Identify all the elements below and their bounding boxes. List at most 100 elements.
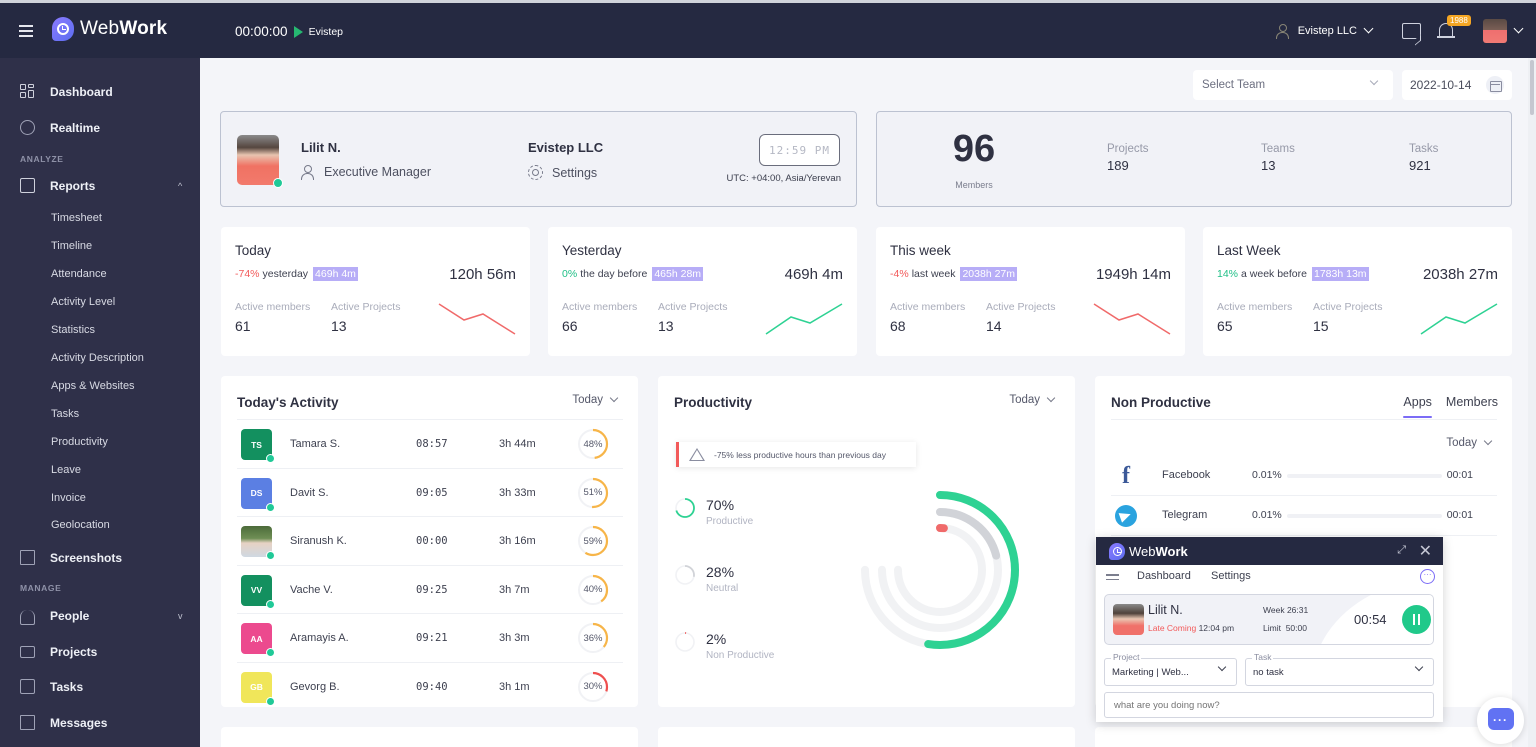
company-stats-card: 96 Members Projects 189 Teams 13 Tasks 9… — [876, 111, 1512, 207]
date-picker[interactable]: 2022-10-14 — [1402, 70, 1512, 100]
support-chat-button[interactable]: ··· — [1477, 697, 1524, 744]
sidebar-item-tasks[interactable]: Tasks — [0, 679, 200, 695]
chat-bubble-icon[interactable]: ··· — [1420, 569, 1435, 584]
duration: 3h 33m — [499, 486, 536, 499]
company-switcher[interactable]: Evistep LLC — [1275, 23, 1374, 39]
activity-row[interactable]: VV Vache V. 09:25 3h 7m 40% — [237, 564, 623, 613]
member-name[interactable]: Vache V. — [290, 583, 333, 596]
menu-toggle-icon[interactable] — [19, 25, 33, 37]
activity-row[interactable]: Siranush K. 00:00 3h 16m 59% — [237, 516, 623, 564]
widget-menu-icon[interactable] — [1106, 574, 1119, 583]
sidebar-subitem-statistics[interactable]: Statistics — [51, 324, 96, 336]
chevron-down-icon — [1483, 436, 1493, 446]
activity-row[interactable]: DS Davit S. 09:05 3h 33m 51% — [237, 467, 623, 516]
sidebar-subitem-timesheet[interactable]: Timesheet — [51, 212, 102, 224]
calendar-icon[interactable] — [1486, 76, 1504, 94]
scrollbar-thumb[interactable] — [1530, 60, 1534, 115]
member-name[interactable]: Davit S. — [290, 486, 329, 499]
sidebar-subitem-apps-websites[interactable]: Apps & Websites — [51, 380, 135, 392]
page-scrollbar[interactable] — [1528, 58, 1536, 747]
sidebar-subitem-productivity[interactable]: Productivity — [51, 436, 108, 448]
user-avatar[interactable] — [1483, 18, 1507, 43]
sidebar-item-reports[interactable]: Reports ^ — [0, 178, 200, 194]
play-icon[interactable] — [293, 25, 303, 38]
app-logo[interactable]: WebWork — [52, 17, 167, 41]
app-row-telegram[interactable]: Telegram 0.01% 00:01 — [1111, 496, 1497, 536]
online-status-dot — [266, 599, 275, 609]
sidebar-item-realtime[interactable]: Realtime — [0, 120, 200, 136]
team-select[interactable]: Select Team — [1193, 70, 1393, 100]
sidebar-subitem-activity-level[interactable]: Activity Level — [51, 296, 116, 308]
member-name[interactable]: Tamara S. — [290, 438, 341, 450]
expand-icon[interactable]: ⤢ — [1397, 544, 1406, 556]
usage-bar — [1287, 474, 1442, 478]
activity-row[interactable]: AA Aramayis A. 09:21 3h 3m 36% — [237, 613, 623, 661]
sidebar-subitem-timeline[interactable]: Timeline — [51, 240, 93, 252]
member-name[interactable]: Siranush K. — [290, 535, 347, 547]
productivity-panel: Productivity Today -75% less productive … — [658, 376, 1075, 707]
activity-range-dropdown[interactable]: Today — [572, 393, 619, 406]
week-hours: Week 26:31 — [1263, 605, 1309, 615]
usage-bar — [1287, 514, 1442, 518]
start-time: 09:21 — [416, 632, 448, 644]
activity-row[interactable]: TS Tamara S. 08:57 3h 44m 48% — [237, 419, 623, 467]
tab-apps[interactable]: Apps — [1403, 395, 1432, 418]
settings-link[interactable]: Settings — [528, 165, 597, 180]
non-productive-range-dropdown[interactable]: Today — [1446, 436, 1493, 449]
member-name[interactable]: Aramayis A. — [290, 632, 349, 644]
sidebar-item-projects[interactable]: Projects — [0, 644, 200, 660]
period-card-last-week: Last Week 14% a week before 1783h 13m 2038… — [1203, 227, 1512, 356]
profile-card: Lilit N. Executive Manager Evistep LLC S… — [220, 111, 857, 207]
sidebar-item-people[interactable]: People v — [0, 608, 200, 625]
company-name: Evistep LLC — [1297, 24, 1357, 37]
period-total: 469h 4m — [784, 266, 843, 283]
activity-row[interactable]: GB Gevorg B. 09:40 3h 1m 30% — [237, 661, 623, 708]
sidebar-subitem-leave[interactable]: Leave — [51, 464, 81, 476]
notifications-button[interactable]: 1988 — [1437, 14, 1471, 41]
section-manage: MANAGE — [20, 583, 62, 593]
activity-note-input[interactable] — [1104, 692, 1434, 718]
online-status-dot — [266, 648, 275, 657]
active-projects-value: 13 — [331, 318, 347, 334]
period-total: 120h 56m — [449, 266, 516, 283]
sidebar-item-screenshots[interactable]: Screenshots — [0, 550, 200, 566]
widget-nav-settings[interactable]: Settings — [1211, 570, 1251, 582]
sidebar-item-messages[interactable]: Messages — [0, 715, 200, 731]
sidebar-item-dashboard[interactable]: Dashboard — [0, 84, 200, 100]
widget-user-photo — [1113, 604, 1144, 635]
bell-icon — [1439, 22, 1453, 37]
stat-tasks[interactable]: Tasks 921 — [1409, 143, 1439, 173]
local-clock: 12:59 PM — [759, 134, 840, 166]
avatar-chevron-down-icon[interactable] — [1513, 23, 1524, 34]
trend-sparkline — [438, 303, 516, 335]
sidebar-subitem-invoice[interactable]: Invoice — [51, 492, 86, 504]
sidebar-subitem-tasks[interactable]: Tasks — [51, 408, 80, 420]
close-icon[interactable]: ✕ — [1418, 543, 1432, 560]
duration: 3h 44m — [499, 438, 536, 450]
facebook-icon: f — [1122, 463, 1130, 489]
online-status-dot — [266, 502, 275, 512]
profile-photo — [237, 135, 283, 188]
stat-projects[interactable]: Projects 189 — [1107, 143, 1149, 173]
chevron-down-icon — [1369, 76, 1379, 86]
widget-header[interactable]: WebWork ⤢ ✕ — [1096, 537, 1443, 565]
pause-button[interactable] — [1402, 605, 1431, 634]
app-row-facebook[interactable]: f Facebook 0.01% 00:01 — [1111, 456, 1497, 496]
sidebar-subitem-activity-description[interactable]: Activity Description — [51, 352, 144, 364]
chevron-down-icon — [1046, 393, 1056, 403]
active-projects-value: 14 — [986, 318, 1002, 334]
chevron-down-icon — [1414, 662, 1424, 672]
sidebar-subitem-geolocation[interactable]: Geolocation — [51, 519, 110, 531]
member-name[interactable]: Gevorg B. — [290, 680, 340, 693]
project-select[interactable]: Project Marketing | Web... — [1104, 652, 1237, 686]
task-select[interactable]: Task no task — [1245, 652, 1434, 686]
timer-project: Evistep — [308, 25, 343, 38]
stat-teams[interactable]: Teams 13 — [1261, 143, 1295, 173]
productivity-range-dropdown[interactable]: Today — [1009, 393, 1056, 406]
tab-members[interactable]: Members — [1445, 395, 1498, 409]
chevron-down-icon: v — [178, 611, 183, 621]
sidebar-subitem-attendance[interactable]: Attendance — [51, 268, 107, 280]
messages-icon[interactable] — [1402, 22, 1421, 39]
widget-nav-dashboard[interactable]: Dashboard — [1137, 570, 1191, 582]
productivity-alert: -75% less productive hours than previous… — [676, 442, 916, 467]
